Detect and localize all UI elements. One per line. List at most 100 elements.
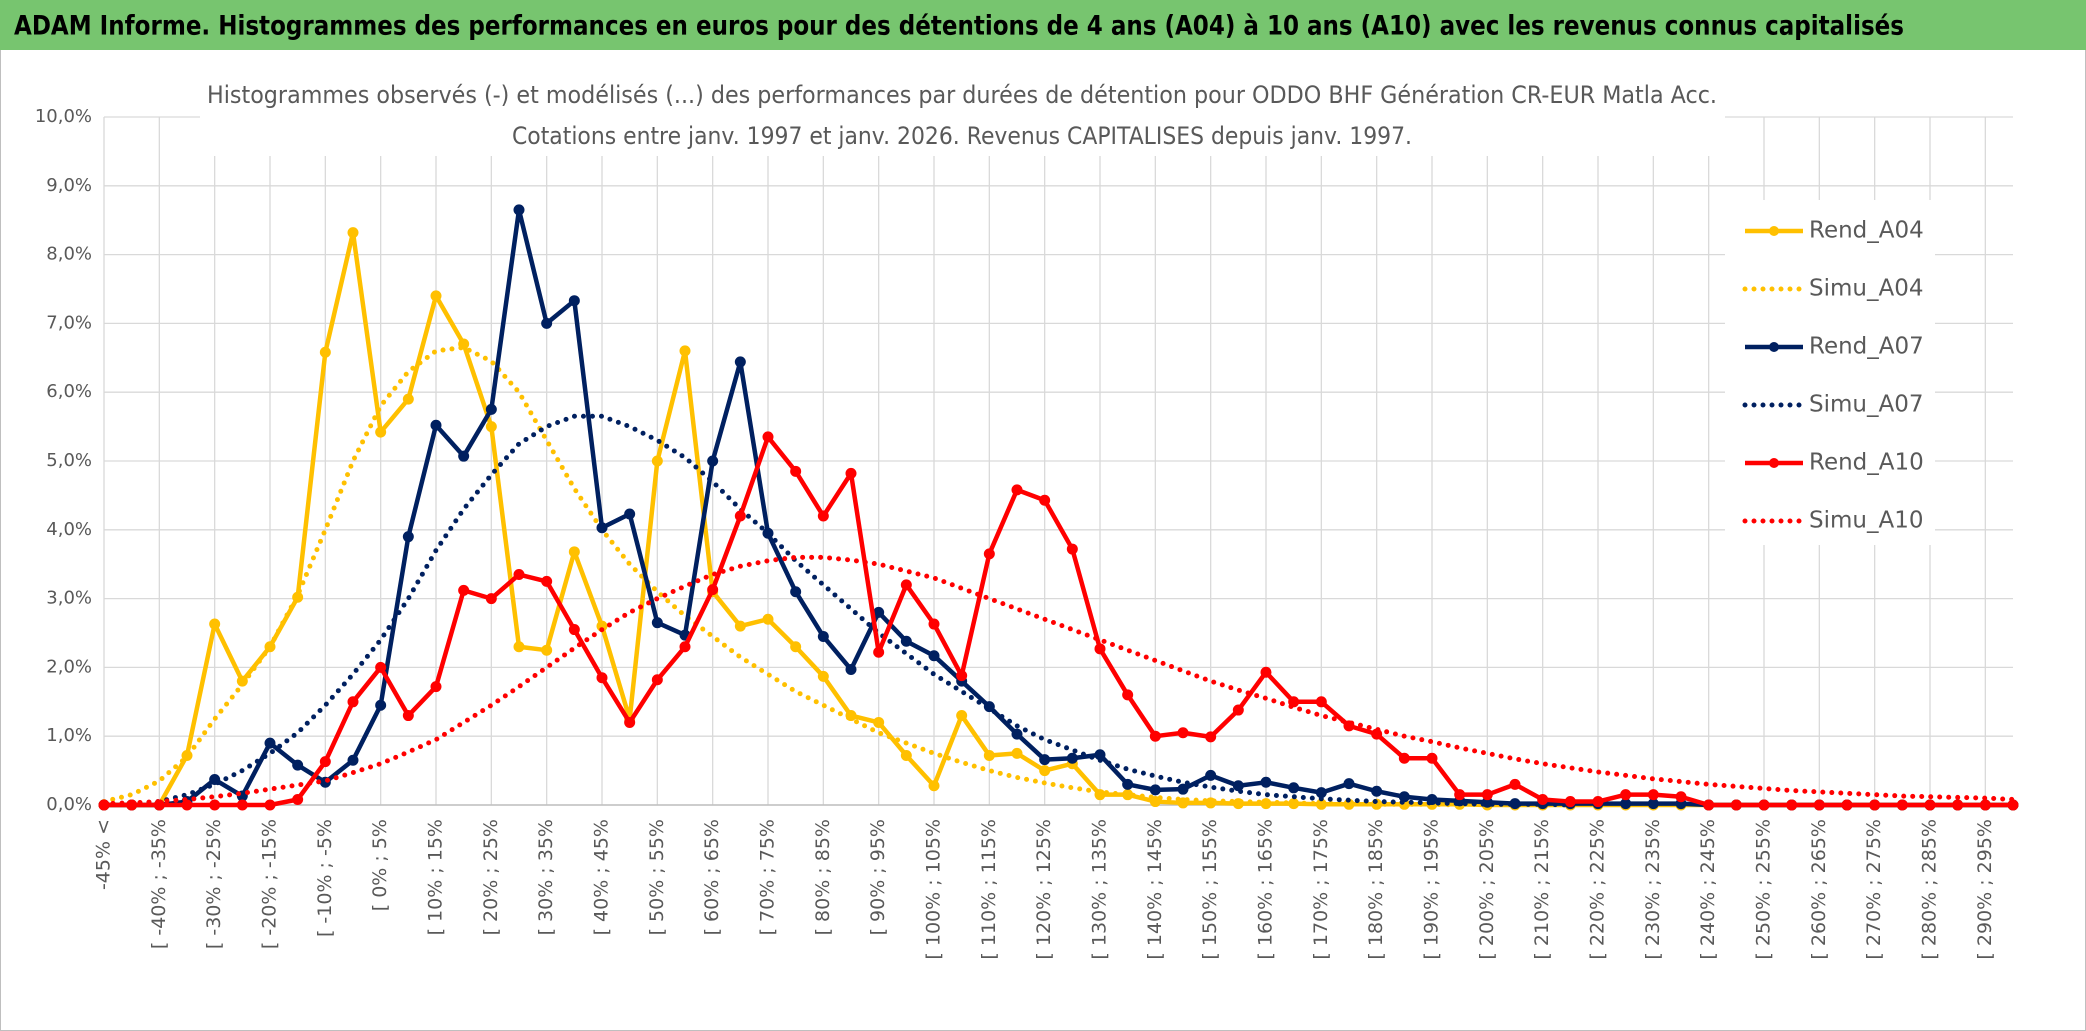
- data-point: [983, 548, 995, 560]
- data-point: [1896, 799, 1908, 811]
- data-point: [734, 356, 746, 368]
- x-tick-label: [ 280% ; 285%: [1919, 819, 1941, 960]
- legend-marker: [1769, 342, 1779, 352]
- data-point: [292, 793, 304, 805]
- x-tick-label: [ 290% ; 295%: [1974, 819, 1996, 960]
- x-tick-label: [ 180% ; 185%: [1365, 819, 1387, 960]
- x-tick-label: [ 270% ; 275%: [1863, 819, 1885, 960]
- x-tick-label: [ 110% ; 115%: [978, 819, 1000, 960]
- x-tick-label: [ -30% ; -25%: [203, 819, 225, 949]
- data-point: [430, 681, 442, 693]
- data-point: [873, 646, 885, 658]
- data-point: [873, 716, 885, 728]
- x-tick-label: [ 260% ; 265%: [1808, 819, 1830, 960]
- legend-label: Rend_A07: [1809, 334, 1924, 360]
- data-point: [319, 756, 331, 768]
- y-tick-label: 7,0%: [46, 312, 92, 333]
- y-tick-label: 8,0%: [46, 244, 92, 265]
- data-point: [1813, 799, 1825, 811]
- x-tick-label: [ -20% ; -15%: [259, 819, 281, 949]
- x-tick-label: [ 160% ; 165%: [1255, 819, 1277, 960]
- data-point: [1952, 799, 1964, 811]
- x-tick-label: [ 30% ; 35%: [535, 819, 557, 935]
- data-point: [1205, 769, 1217, 781]
- data-point: [1177, 727, 1189, 739]
- legend-label: Rend_A04: [1809, 218, 1924, 244]
- data-point: [430, 419, 442, 431]
- x-tick-label: [ 250% ; 255%: [1753, 819, 1775, 960]
- data-point: [1149, 784, 1161, 796]
- x-tick-label: [ 220% ; 225%: [1587, 819, 1609, 960]
- x-tick-label: [ 40% ; 45%: [591, 819, 613, 935]
- data-point: [1122, 778, 1134, 790]
- x-tick-label: -45% <: [93, 819, 115, 890]
- data-point: [651, 617, 663, 629]
- data-point: [1232, 780, 1244, 792]
- x-tick-label: [ 90% ; 95%: [867, 819, 889, 935]
- x-tick-label: [ 130% ; 135%: [1089, 819, 1111, 960]
- data-point: [624, 716, 636, 728]
- x-tick-label: [ 80% ; 85%: [812, 819, 834, 935]
- data-point: [541, 317, 553, 329]
- data-point: [347, 227, 359, 239]
- data-point: [292, 759, 304, 771]
- data-point: [900, 635, 912, 647]
- y-tick-label: 5,0%: [46, 450, 92, 471]
- data-point: [956, 670, 968, 682]
- data-point: [1454, 789, 1466, 801]
- data-point: [347, 754, 359, 766]
- series-line: [104, 207, 2013, 808]
- data-point: [707, 455, 719, 467]
- data-point: [928, 650, 940, 662]
- x-tick-label: [ 150% ; 155%: [1199, 819, 1221, 960]
- data-point: [1537, 793, 1549, 805]
- data-point: [817, 630, 829, 642]
- data-point: [845, 663, 857, 675]
- data-point: [485, 593, 497, 605]
- y-tick-label: 3,0%: [46, 588, 92, 609]
- data-point: [375, 699, 387, 711]
- legend-label: Simu_A07: [1809, 392, 1923, 418]
- data-point: [209, 799, 221, 811]
- chart-subtitle: Cotations entre janv. 1997 et janv. 2026…: [512, 122, 1412, 150]
- data-point: [541, 644, 553, 656]
- data-point: [1039, 754, 1051, 766]
- x-tick-label: [ -10% ; -5%: [314, 819, 336, 937]
- data-point: [817, 670, 829, 682]
- data-point: [1786, 799, 1798, 811]
- data-point: [402, 710, 414, 722]
- chart-title: Histogrammes observés (-) et modélisés (…: [207, 81, 1717, 109]
- data-point: [1481, 789, 1493, 801]
- data-point: [1011, 747, 1023, 759]
- legend-label: Simu_A04: [1809, 276, 1923, 302]
- data-point: [1011, 728, 1023, 740]
- data-point: [513, 641, 525, 653]
- data-point: [347, 696, 359, 708]
- x-tick-label: [ 70% ; 75%: [757, 819, 779, 935]
- data-point: [624, 508, 636, 520]
- data-point: [319, 346, 331, 358]
- legend-marker: [1769, 458, 1779, 468]
- data-point: [845, 467, 857, 479]
- data-point: [1343, 778, 1355, 790]
- data-point: [1758, 799, 1770, 811]
- x-tick-label: [ -40% ; -35%: [148, 819, 170, 949]
- data-point: [1149, 796, 1161, 808]
- header-bar: [0, 0, 2086, 50]
- x-tick-label: [ 200% ; 205%: [1476, 819, 1498, 960]
- plot: 0,0% 1,0% 2,0% 3,0% 4,0% 5,0% 6,0% 7,0% 8,0% 9,0%…: [35, 74, 2019, 960]
- data-point: [1094, 643, 1106, 655]
- data-point: [375, 661, 387, 673]
- data-point: [236, 799, 248, 811]
- y-tick-label: 9,0%: [46, 175, 92, 196]
- data-point: [1869, 799, 1881, 811]
- data-point: [1315, 787, 1327, 799]
- data-point: [1620, 789, 1632, 801]
- data-point: [1730, 799, 1742, 811]
- y-tick-label: 1,0%: [46, 725, 92, 746]
- page-title: ADAM Informe. Histogrammes des performan…: [14, 11, 1904, 42]
- y-tick-label: 0,0%: [46, 794, 92, 815]
- series-line: [101, 554, 2016, 807]
- data-point: [651, 674, 663, 686]
